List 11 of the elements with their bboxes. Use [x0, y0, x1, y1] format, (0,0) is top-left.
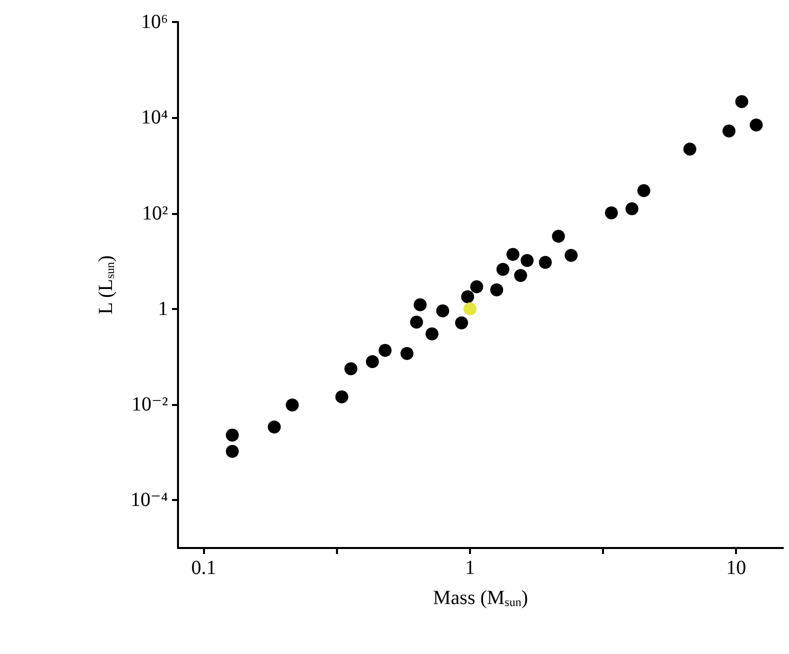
y-tick-label: 10⁴ — [141, 106, 168, 129]
y-axis-title: L (Lsun) — [95, 255, 117, 314]
x-tick-label: 1 — [464, 557, 475, 579]
x-axis-title: Mass (Msun) — [433, 587, 528, 609]
y-tick-label: 10⁶ — [141, 11, 168, 33]
y-tick-label: 10² — [142, 202, 168, 224]
y-tick-label: 10⁻⁴ — [130, 489, 168, 512]
y-tick-label: 1 — [158, 298, 168, 320]
x-tick-label: 0.1 — [191, 557, 216, 579]
x-tick-label: 10 — [726, 557, 746, 579]
y-tick-label: 10⁻² — [131, 394, 168, 416]
